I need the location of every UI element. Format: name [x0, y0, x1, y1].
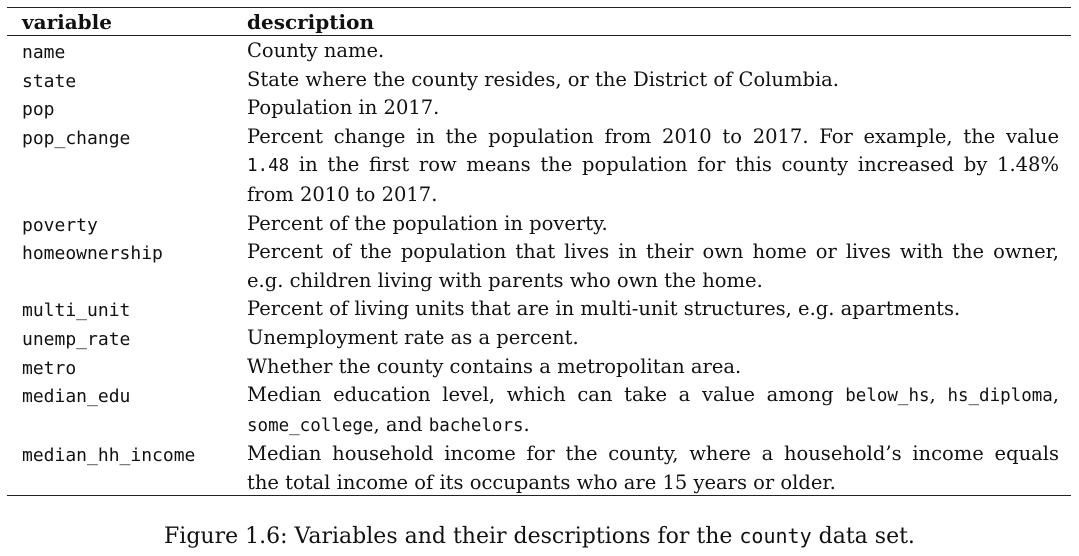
description-line: Median household income for the county, … — [247, 440, 1059, 469]
table-bottom-rule — [7, 495, 1071, 496]
table-row: poverty Percent of the population in pove… — [22, 210, 1062, 239]
description-text: e.g. children living with parents who ow… — [247, 268, 763, 292]
variable-description: Population in 2017. — [247, 94, 1059, 123]
description-text: State where the county resides, or the D… — [247, 67, 840, 91]
description-column-header: description — [247, 10, 374, 34]
table-header-rule — [7, 35, 1071, 36]
description-text: , — [929, 383, 948, 407]
description-text: Unemployment rate as a percent. — [247, 325, 579, 349]
description-line: County name. — [247, 37, 1059, 66]
inline-code: below_hs — [845, 386, 930, 407]
table-row: pop Population in 2017. — [22, 94, 1062, 123]
description-line: Percent of the population in poverty. — [247, 210, 1059, 239]
table-top-rule — [7, 7, 1071, 8]
variable-description: Percent of the population that lives in … — [247, 238, 1059, 295]
variable-description: State where the county resides, or the D… — [247, 66, 1059, 95]
caption-suffix: data set. — [811, 524, 915, 549]
description-text: Median education level, which can take a… — [247, 383, 846, 407]
variable-name: pop_change — [22, 127, 131, 149]
table-row: name County name. — [22, 37, 1062, 66]
caption-prefix: Figure 1.6: Variables and their descript… — [164, 524, 740, 549]
variable-description: Percent of the population in poverty. — [247, 210, 1059, 239]
table-row: metro Whether the county contains a metro… — [22, 353, 1062, 382]
description-line: State where the county resides, or the D… — [247, 66, 1059, 95]
table-header: variable description — [22, 9, 1062, 35]
variable-name: homeownership — [22, 243, 163, 265]
variable-name: median_hh_income — [22, 445, 196, 467]
variable-description: Median household income for the county, … — [247, 440, 1059, 497]
table-row: unemp_rate Unemployment rate as a percent… — [22, 324, 1062, 353]
variable-name: metro — [22, 357, 77, 379]
description-text: Percent of living units that are in mult… — [247, 297, 961, 321]
table-row: state State where the county resides, or … — [22, 66, 1062, 95]
description-line: 1.48 in the first row means the populati… — [247, 151, 1059, 181]
description-text: Percent change in the population from 20… — [247, 124, 1059, 148]
description-line: Whether the county contains a metropolit… — [247, 353, 1059, 382]
description-line: Percent of the population that lives in … — [247, 238, 1059, 267]
figure-caption: Figure 1.6: Variables and their descript… — [0, 520, 1079, 553]
variable-description: County name. — [247, 37, 1059, 66]
description-text: in the first row means the population fo… — [289, 153, 1059, 177]
description-line: Median education level, which can take a… — [247, 381, 1059, 411]
variable-name: pop — [22, 99, 55, 121]
description-line: the total income of its occupants who ar… — [247, 469, 1059, 498]
variable-name: median_edu — [22, 386, 131, 408]
description-line: some_college, and bachelors. — [247, 411, 1059, 441]
inline-code: bachelors — [428, 415, 524, 436]
variable-description: Unemployment rate as a percent. — [247, 324, 1059, 353]
description-text: , — [1052, 383, 1059, 407]
description-line: Unemployment rate as a percent. — [247, 324, 1059, 353]
description-text: Median household income for the county, … — [247, 442, 1059, 466]
description-text: Whether the county contains a metropolit… — [247, 354, 742, 378]
description-text: County name. — [247, 39, 385, 62]
description-text: , and — [373, 412, 429, 436]
variable-name: multi_unit — [22, 300, 131, 322]
description-text: from 2010 to 2017. — [247, 182, 438, 206]
description-text: Percent of the population that lives in … — [247, 240, 1059, 264]
table-row: median_hh_income Median household income … — [22, 440, 1062, 497]
variable-description: Whether the county contains a metropolit… — [247, 353, 1059, 382]
description-text: the total income of its occupants who ar… — [247, 470, 836, 494]
variable-column-header: variable — [22, 10, 112, 34]
variable-name: poverty — [22, 214, 98, 236]
variable-description: Percent change in the population from 20… — [247, 123, 1059, 210]
description-line: Percent change in the population from 20… — [247, 123, 1059, 152]
description-line: Population in 2017. — [247, 94, 1059, 123]
variable-description: Percent of living units that are in mult… — [247, 295, 1059, 324]
description-text: . — [523, 412, 530, 436]
inline-code: 1.48 — [247, 156, 290, 177]
description-line: Percent of living units that are in mult… — [247, 295, 1059, 324]
table-row: multi_unit Percent of living units that a… — [22, 295, 1062, 324]
variable-name: unemp_rate — [22, 328, 131, 350]
variable-name: name — [22, 42, 66, 63]
description-text: Percent of the population in poverty. — [247, 211, 608, 235]
table-body: name County name. state State where the cou… — [22, 37, 1062, 498]
inline-code: hs_diploma — [947, 386, 1053, 407]
description-line: from 2010 to 2017. — [247, 181, 1059, 210]
description-text: Population in 2017. — [247, 96, 440, 120]
table-row: pop_change Percent change in the populati… — [22, 123, 1062, 210]
table-row: homeownership Percent of the population t… — [22, 238, 1062, 295]
description-line: e.g. children living with parents who ow… — [247, 267, 1059, 296]
table-row: median_edu Median education level, which … — [22, 381, 1062, 440]
variable-name: state — [22, 70, 77, 92]
inline-code: some_college — [247, 415, 374, 436]
caption-dataset-name: county — [739, 524, 812, 548]
variable-description: Median education level, which can take a… — [247, 381, 1059, 440]
